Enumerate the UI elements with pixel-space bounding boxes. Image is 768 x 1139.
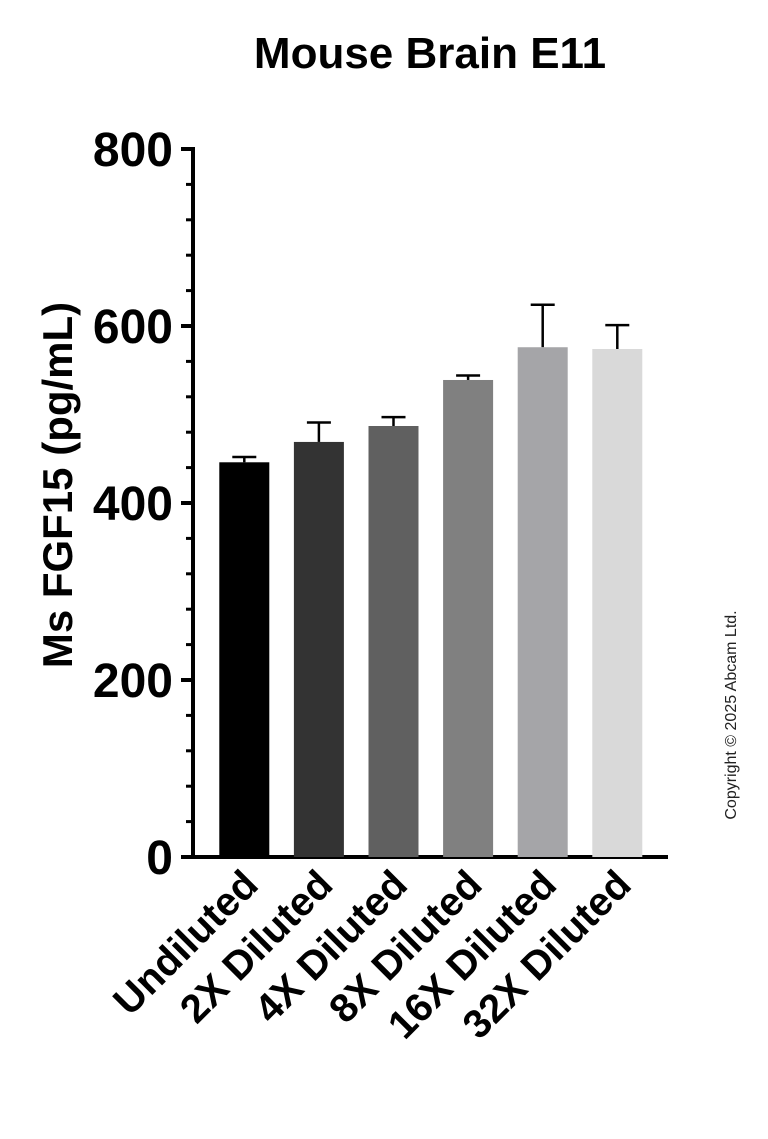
y-tick-label: 200 (93, 655, 173, 708)
y-tick-label: 600 (93, 301, 173, 354)
bar (219, 462, 270, 857)
y-tick-label: 400 (93, 478, 173, 531)
y-axis-label: Ms FGF15 (pg/mL) (34, 302, 81, 668)
bar (443, 379, 494, 857)
y-tick-label: 0 (146, 832, 173, 885)
bar (592, 349, 643, 857)
chart-title: Mouse Brain E11 (254, 29, 606, 78)
y-tick-label: 800 (93, 124, 173, 177)
bar (517, 347, 568, 857)
copyright: Copyright © 2025 Abcam Ltd. (723, 610, 740, 819)
bar (293, 441, 344, 857)
bar (368, 426, 419, 857)
